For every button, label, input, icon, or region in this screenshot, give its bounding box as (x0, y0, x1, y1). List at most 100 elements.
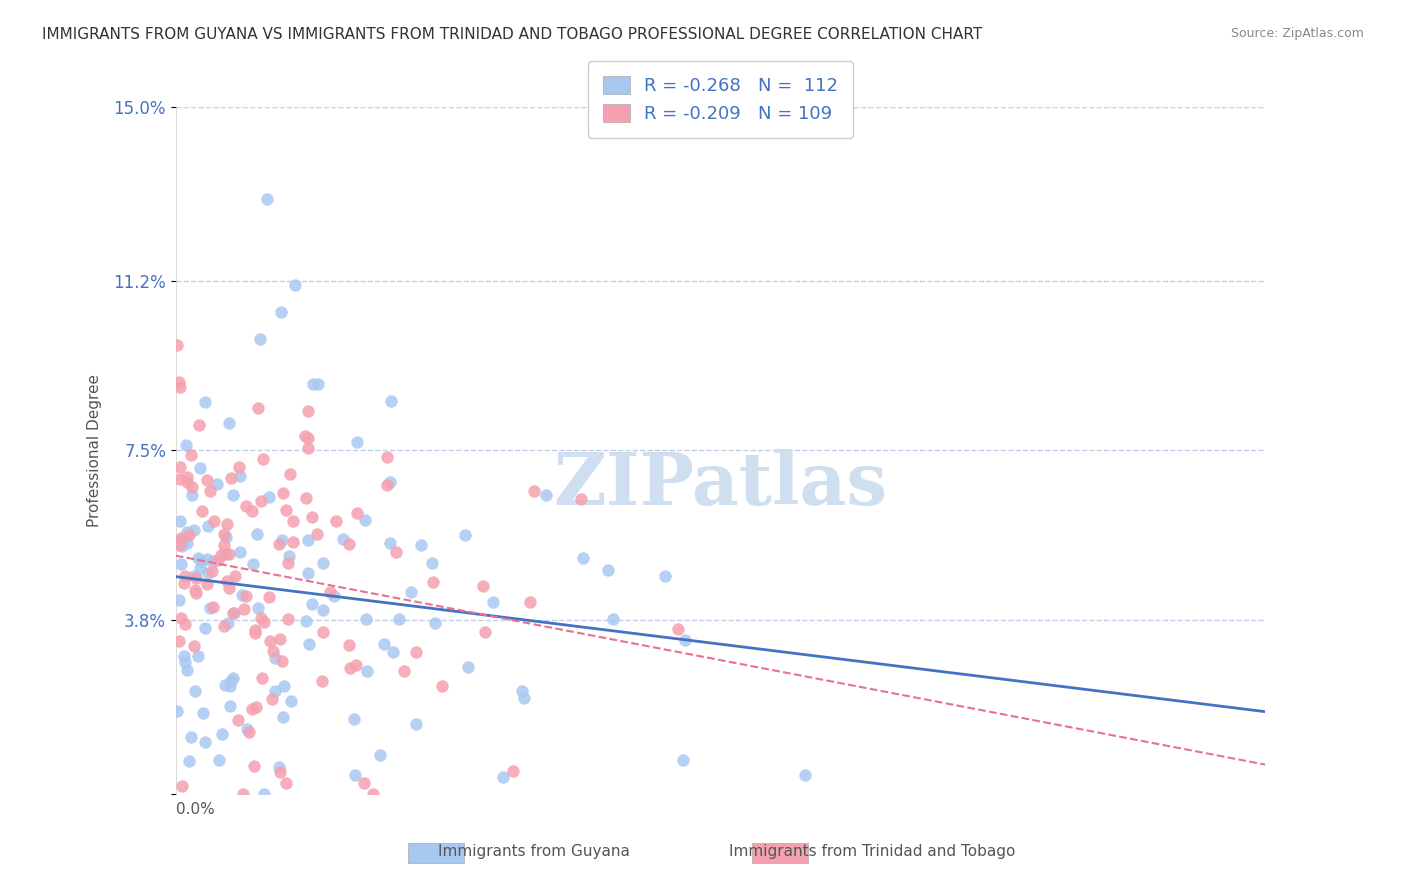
Point (534, 487, 557, 501)
Point (381, 645, 404, 659)
Point (361, 787, 384, 801)
Point (194, 395, 217, 409)
Point (245, 699, 267, 714)
Point (172, 539, 194, 553)
Point (174, 438, 197, 452)
Point (332, 532, 354, 546)
Point (269, 632, 291, 646)
Point (481, 595, 503, 609)
Point (209, 548, 232, 562)
Point (354, 612, 377, 626)
Point (297, 431, 319, 445)
Point (224, 606, 246, 620)
Point (297, 441, 319, 455)
Text: 0.0%: 0.0% (176, 802, 215, 817)
Point (430, 679, 453, 693)
Point (215, 574, 238, 588)
Point (240, 504, 263, 518)
Point (298, 637, 321, 651)
Point (259, 634, 281, 648)
Point (672, 753, 695, 767)
Point (229, 545, 252, 559)
Point (170, 557, 193, 571)
Point (197, 519, 219, 533)
Text: IMMIGRANTS FROM GUYANA VS IMMIGRANTS FROM TRINIDAD AND TOBAGO PROFESSIONAL DEGRE: IMMIGRANTS FROM GUYANA VS IMMIGRANTS FRO… (42, 27, 983, 42)
Point (188, 417, 211, 432)
Point (212, 548, 235, 562)
Point (343, 712, 366, 726)
Point (218, 581, 240, 595)
Point (602, 612, 624, 626)
Point (169, 472, 191, 486)
Point (249, 332, 271, 346)
Point (794, 768, 817, 782)
Point (673, 633, 696, 648)
Point (179, 528, 201, 542)
Point (420, 556, 443, 570)
Point (250, 494, 273, 508)
Point (207, 553, 229, 567)
Point (200, 564, 222, 578)
Point (240, 701, 263, 715)
Point (596, 563, 619, 577)
Point (179, 754, 201, 768)
Point (253, 787, 276, 801)
Point (378, 475, 401, 489)
Point (249, 611, 271, 625)
Point (502, 764, 524, 778)
Point (202, 514, 225, 528)
Text: Source: ZipAtlas.com: Source: ZipAtlas.com (1230, 27, 1364, 40)
Point (172, 533, 194, 548)
Point (232, 787, 254, 801)
Point (217, 616, 239, 631)
Point (183, 523, 205, 537)
Point (243, 623, 266, 637)
Point (471, 579, 494, 593)
Point (380, 394, 402, 409)
Point (170, 532, 193, 546)
Point (297, 566, 319, 580)
Point (184, 583, 207, 598)
Point (166, 704, 188, 718)
Point (457, 660, 479, 674)
Point (276, 503, 298, 517)
Point (207, 477, 229, 491)
Point (176, 663, 198, 677)
Point (354, 513, 377, 527)
Point (513, 690, 536, 705)
Point (373, 637, 395, 651)
Point (183, 684, 205, 698)
Point (187, 551, 209, 566)
Point (215, 530, 238, 544)
Point (269, 765, 291, 780)
Point (277, 556, 299, 570)
Point (214, 619, 236, 633)
Point (215, 547, 238, 561)
Point (422, 575, 444, 590)
Point (319, 585, 342, 599)
Point (173, 575, 195, 590)
Point (295, 491, 318, 505)
Point (277, 612, 299, 626)
Point (283, 535, 305, 549)
Point (411, 538, 433, 552)
Point (176, 535, 198, 549)
Point (218, 548, 240, 562)
Text: Immigrants from Trinidad and Tobago: Immigrants from Trinidad and Tobago (728, 845, 1015, 859)
Point (247, 401, 270, 416)
Point (169, 514, 191, 528)
Point (180, 731, 202, 745)
Point (301, 510, 323, 524)
Point (246, 527, 269, 541)
Point (294, 428, 316, 442)
Point (453, 527, 475, 541)
Point (190, 560, 212, 574)
Point (191, 504, 214, 518)
Point (219, 698, 242, 713)
Point (170, 779, 193, 793)
Point (170, 611, 193, 625)
Point (215, 517, 238, 532)
Point (238, 724, 260, 739)
Point (181, 480, 204, 494)
Point (174, 569, 197, 583)
